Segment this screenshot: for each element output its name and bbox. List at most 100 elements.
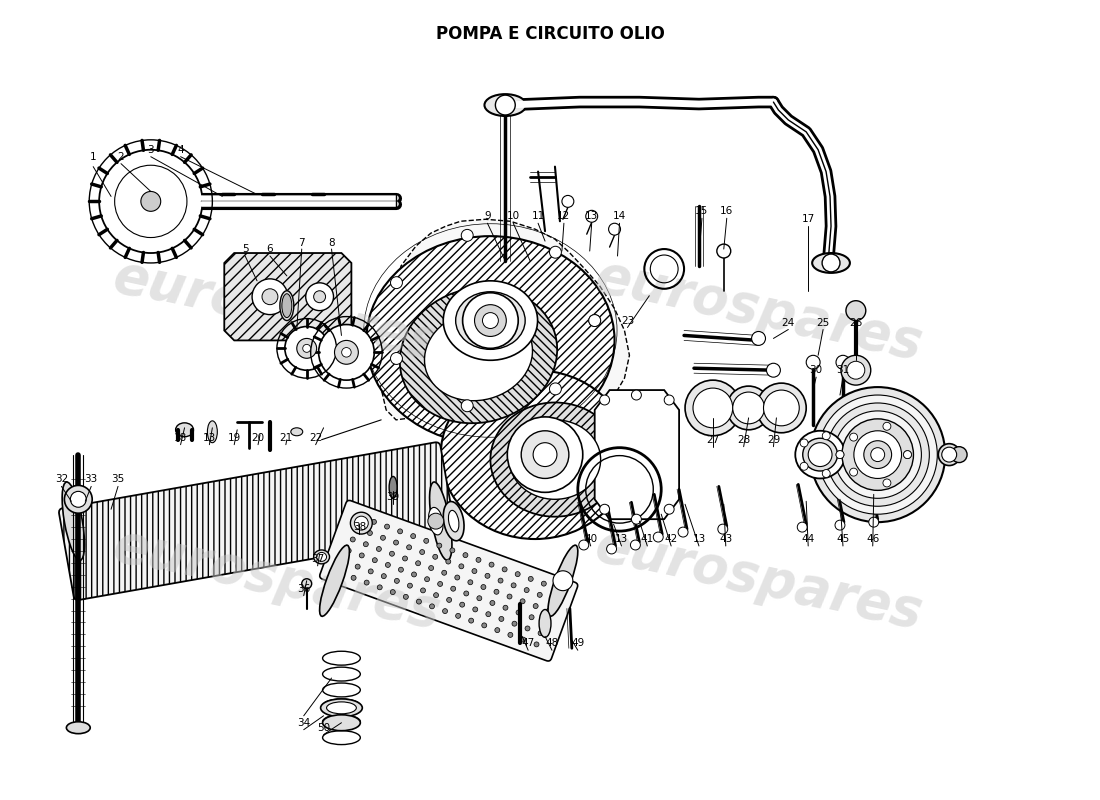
Circle shape (751, 331, 766, 346)
Text: 33: 33 (85, 474, 98, 485)
Circle shape (351, 512, 372, 534)
Ellipse shape (320, 545, 350, 616)
Circle shape (693, 388, 733, 428)
Text: 48: 48 (546, 638, 559, 648)
Circle shape (550, 383, 561, 395)
Circle shape (438, 582, 442, 586)
Ellipse shape (429, 507, 443, 535)
Ellipse shape (322, 714, 361, 730)
Circle shape (534, 442, 557, 466)
Circle shape (494, 590, 499, 594)
Circle shape (395, 578, 399, 583)
Circle shape (442, 570, 447, 575)
Circle shape (502, 567, 507, 572)
Circle shape (495, 95, 515, 115)
Circle shape (836, 450, 844, 458)
Text: 10: 10 (507, 211, 520, 222)
Circle shape (664, 504, 674, 514)
Circle shape (864, 441, 892, 469)
Ellipse shape (279, 290, 294, 321)
Text: eurospares: eurospares (590, 518, 927, 639)
Circle shape (507, 594, 512, 599)
Circle shape (529, 614, 535, 620)
Circle shape (835, 520, 845, 530)
Text: 15: 15 (695, 206, 708, 216)
Circle shape (476, 596, 482, 601)
Text: 44: 44 (802, 534, 815, 544)
Circle shape (473, 607, 477, 612)
Text: 20: 20 (252, 433, 265, 442)
Circle shape (398, 567, 404, 572)
Text: POMPA E CIRCUITO OLIO: POMPA E CIRCUITO OLIO (436, 25, 664, 42)
Text: 28: 28 (737, 434, 750, 445)
Polygon shape (224, 253, 351, 341)
Circle shape (685, 380, 740, 436)
Ellipse shape (548, 545, 578, 616)
Ellipse shape (425, 310, 532, 401)
Text: 19: 19 (228, 433, 241, 442)
Ellipse shape (66, 722, 90, 734)
Circle shape (516, 610, 521, 615)
Circle shape (424, 538, 429, 543)
Circle shape (385, 562, 390, 567)
Text: 37: 37 (311, 554, 324, 564)
Circle shape (520, 599, 525, 604)
Circle shape (372, 519, 376, 524)
Ellipse shape (539, 610, 551, 638)
Circle shape (664, 395, 674, 405)
Circle shape (486, 612, 491, 617)
Ellipse shape (314, 550, 330, 564)
Circle shape (498, 578, 503, 583)
FancyBboxPatch shape (59, 442, 455, 600)
Circle shape (554, 586, 560, 591)
Ellipse shape (509, 420, 601, 499)
Ellipse shape (938, 444, 960, 466)
Circle shape (534, 642, 539, 647)
Circle shape (630, 540, 640, 550)
Text: 38: 38 (353, 522, 366, 532)
Circle shape (459, 564, 464, 569)
Text: 40: 40 (584, 534, 597, 544)
Text: 17: 17 (802, 214, 815, 224)
Text: 1: 1 (90, 152, 97, 162)
Circle shape (798, 522, 807, 532)
Circle shape (836, 355, 850, 370)
Ellipse shape (282, 294, 292, 318)
Circle shape (606, 544, 616, 554)
Ellipse shape (491, 402, 619, 517)
Text: 50: 50 (317, 722, 330, 733)
Ellipse shape (952, 446, 967, 462)
Text: 24: 24 (782, 318, 795, 327)
Circle shape (390, 590, 395, 594)
Circle shape (483, 313, 498, 329)
Circle shape (429, 566, 433, 570)
Circle shape (442, 609, 448, 614)
Circle shape (450, 548, 454, 553)
Circle shape (416, 561, 420, 566)
Circle shape (407, 583, 412, 588)
Circle shape (403, 556, 407, 561)
Circle shape (468, 580, 473, 585)
Circle shape (460, 602, 464, 607)
Circle shape (903, 450, 912, 458)
Text: 4: 4 (177, 145, 184, 154)
Text: 13: 13 (615, 534, 628, 544)
Circle shape (490, 562, 494, 567)
Text: 14: 14 (613, 211, 626, 222)
Circle shape (854, 430, 902, 478)
Circle shape (389, 551, 395, 556)
Circle shape (417, 599, 421, 604)
Circle shape (451, 586, 455, 591)
Circle shape (733, 392, 764, 424)
Circle shape (461, 230, 473, 242)
Circle shape (319, 325, 374, 380)
Ellipse shape (399, 287, 558, 423)
Text: 5: 5 (242, 244, 249, 254)
Ellipse shape (443, 502, 464, 541)
Circle shape (490, 601, 495, 606)
Circle shape (727, 386, 770, 430)
Circle shape (297, 338, 317, 358)
Text: 23: 23 (620, 315, 634, 326)
Circle shape (461, 400, 473, 412)
Text: 29: 29 (767, 434, 780, 445)
